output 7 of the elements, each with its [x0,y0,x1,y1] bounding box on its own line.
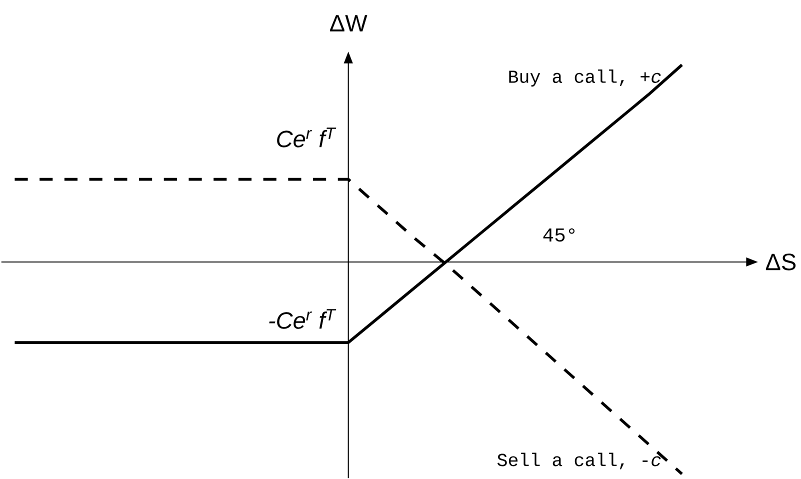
y-axis-title: ΔW [330,15,368,32]
series-label: Buy a call, +c [509,70,661,87]
x-axis-title: ΔS [766,254,796,270]
annotation: -Ce$^{r}$ f$^{T}$ [269,309,336,330]
series-label: Sell a call, -c [497,452,661,470]
annotation: Ce$^{r}$ f$^{T}$ [277,128,336,148]
annotation: 45° [543,228,575,242]
